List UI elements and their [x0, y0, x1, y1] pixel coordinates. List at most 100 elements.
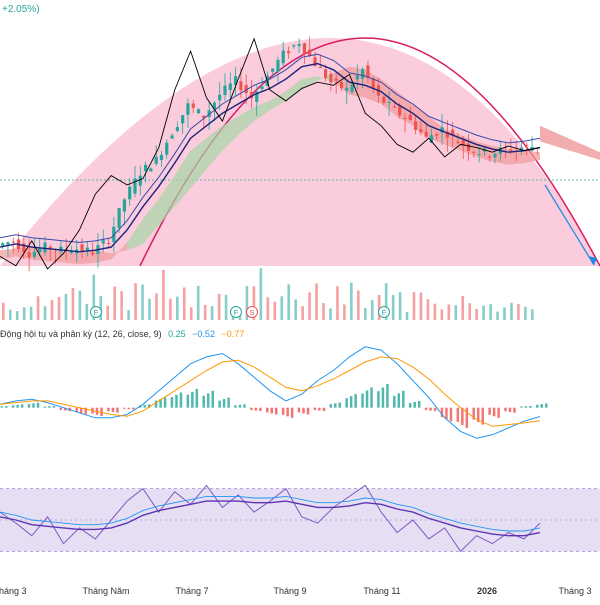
candle-body [223, 85, 227, 96]
volume-bar [454, 305, 458, 320]
macd-histogram-bar [79, 407, 83, 414]
macd-histogram-bar [386, 384, 389, 408]
macd-histogram-bar [270, 407, 273, 414]
volume-bar [169, 298, 172, 320]
macd-signal-line [0, 356, 541, 427]
macd-histogram-bar [413, 401, 416, 408]
volume-bar [531, 309, 534, 320]
candle-body [419, 129, 423, 133]
candle-body [445, 131, 449, 138]
candle-body [85, 247, 89, 251]
volume-bar [419, 292, 423, 320]
rsi-line [0, 484, 541, 553]
candle-body [175, 127, 179, 131]
macd-histogram-bar [365, 390, 369, 408]
macd-histogram-bar [481, 407, 484, 425]
candle-body [128, 186, 132, 200]
volume-bar [280, 296, 284, 320]
macd-histogram-bar [250, 407, 253, 411]
candle-body [196, 109, 201, 114]
candle-body [461, 140, 465, 146]
volume-bar [468, 303, 471, 320]
macd-histogram-bar [508, 407, 512, 413]
volume-bar [245, 286, 249, 320]
volume-bar [85, 303, 89, 320]
volume-bar [8, 309, 12, 320]
volume-bar [329, 308, 332, 320]
ichimoku-cloud-segment [127, 219, 143, 251]
volume-bar [503, 307, 506, 320]
macd-histogram-bar [456, 407, 460, 422]
ichimoku-cloud-segment [524, 150, 540, 164]
candle-body [408, 114, 412, 121]
macd-histogram-bar [397, 393, 401, 408]
macd-title: Động hội tụ và phân kỳ (12, 26, close, 9… [0, 329, 162, 339]
candle-body [106, 242, 111, 244]
macd-histogram-bar [127, 407, 131, 410]
volume-bar [343, 304, 346, 320]
volume-bar [217, 293, 221, 320]
volume-bar [113, 286, 116, 320]
volume-bar [482, 305, 485, 320]
volume-bar [78, 290, 82, 320]
volume-bar [36, 296, 40, 320]
candle-body [218, 94, 222, 101]
volume-bar [412, 292, 416, 320]
candle-body [451, 129, 455, 135]
macd-histogram-bar [488, 407, 491, 415]
macd-histogram-bar [159, 399, 162, 408]
candle-body [138, 175, 142, 186]
candle-body [276, 60, 280, 72]
volume-bar [426, 299, 430, 320]
macd-histogram-bar [429, 407, 432, 411]
x-axis-tick-label: Tháng 9 [273, 586, 306, 596]
macd-histogram-bar [440, 407, 444, 418]
macd-line [0, 346, 541, 439]
x-axis-tick-label: Tháng Năm [82, 586, 129, 596]
candle-body [493, 153, 497, 158]
candle-body [281, 50, 285, 64]
macd-histogram-bar [59, 407, 63, 411]
candle-body [191, 103, 195, 108]
macd-histogram-bar [48, 406, 51, 408]
macd-histogram-bar [5, 406, 8, 408]
candle-body [154, 156, 158, 164]
macd-histogram-bar [116, 407, 119, 413]
volume-bar [155, 293, 158, 320]
macd-histogram-bar [461, 407, 464, 425]
macd-histogram-bar [36, 402, 40, 408]
macd-histogram-bar [445, 407, 448, 420]
macd-histogram-bar [195, 389, 199, 408]
macd-title-row: Động hội tụ và phân kỳ (12, 26, close, 9… [0, 329, 244, 339]
comparison-price-line [0, 37, 541, 270]
candle-body [355, 75, 359, 80]
macd-histogram-bar [52, 406, 56, 408]
macd-histogram-bar [338, 402, 342, 408]
volume-bar [489, 304, 492, 320]
macd-histogram-bar [111, 407, 115, 413]
ichimoku-cloud-segment [238, 107, 255, 136]
x-axis-tick-label: Tháng 7 [175, 586, 208, 596]
macd-histogram-bar [465, 407, 469, 428]
macd-histogram-bar [243, 404, 246, 408]
candle-body [398, 106, 402, 116]
candle-body [101, 240, 105, 244]
volume-bar [196, 285, 200, 320]
candle-body [43, 242, 47, 253]
volume-bar [294, 299, 297, 320]
candle-body [249, 92, 254, 99]
volume-bar [475, 308, 478, 320]
ichimoku-cloud-segment [412, 104, 429, 139]
x-axis-tick-label: Tháng 3 [0, 586, 27, 596]
volume-bar [120, 291, 123, 320]
macd-histogram-bar [132, 407, 135, 410]
candle-body [488, 156, 492, 158]
macd-histogram-bar [302, 407, 305, 414]
macd-histogram-bar [504, 407, 507, 412]
macd-histogram-bar [334, 403, 337, 408]
macd-histogram-bar [84, 407, 87, 415]
candle-body [38, 248, 42, 253]
macd-histogram-bar [202, 395, 205, 408]
candle-body [271, 68, 275, 72]
